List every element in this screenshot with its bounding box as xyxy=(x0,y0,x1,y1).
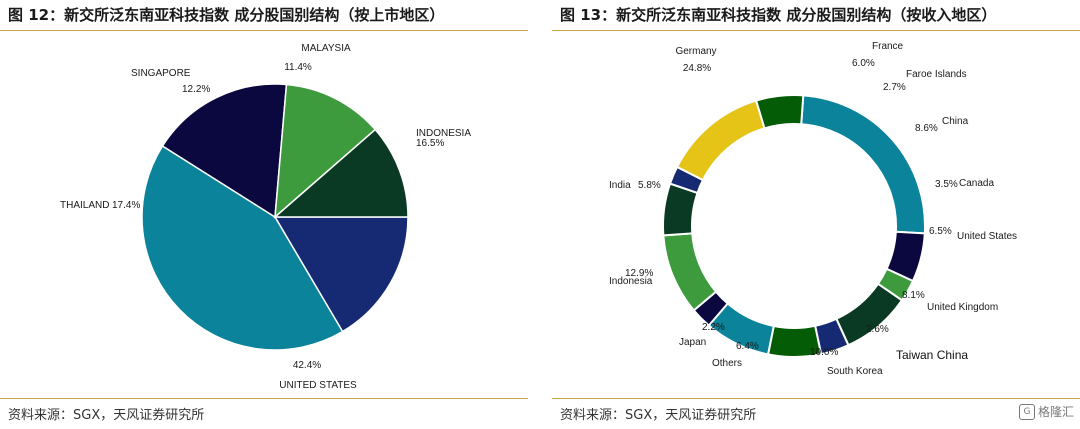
source-note: 资料来源：SGX，天风证券研究所 xyxy=(8,408,205,423)
slice-value-indonesia: 16.5% xyxy=(416,138,444,149)
segment-value-south-korea: 10.0% xyxy=(810,347,838,358)
slice-label-thailand: THAILAND xyxy=(60,200,109,211)
pie-slice-indonesia xyxy=(273,216,409,333)
slice-label-singapore: SINGAPORE xyxy=(131,68,191,79)
left-figure-panel: 图 12：新交所泛东南亚科技指数 成分股国别结构（按上市地区） INDONESI… xyxy=(0,0,528,429)
segment-value-china: 8.6% xyxy=(915,123,938,134)
segment-label-united-kingdom: United Kingdom xyxy=(927,302,998,313)
segment-label-germany: Germany xyxy=(675,46,716,57)
slice-value-malaysia: 11.4% xyxy=(284,62,312,73)
segment-value-taiwan-china: 2.6% xyxy=(866,324,889,335)
segment-label-south-korea: South Korea xyxy=(827,366,883,377)
slice-value-thailand: 17.4% xyxy=(112,200,140,211)
donut-segment-south-korea xyxy=(662,232,718,312)
segment-value-others: 6.4% xyxy=(736,341,759,352)
source-divider xyxy=(552,398,1080,399)
segment-value-indonesia: 12.9% xyxy=(625,268,653,279)
pie-slice-singapore xyxy=(274,83,377,219)
slice-label-indonesia: INDONESIA xyxy=(416,128,471,139)
segment-label-united-states: United States xyxy=(957,231,1017,242)
segment-label-faroe-islands: Faroe Islands xyxy=(906,69,967,80)
segment-value-faroe-islands: 2.7% xyxy=(883,82,906,93)
source-divider xyxy=(0,398,528,399)
pie-slice-malaysia xyxy=(272,128,409,218)
title-divider xyxy=(0,30,528,31)
segment-value-germany: 24.8% xyxy=(683,63,711,74)
pie-slice-thailand xyxy=(161,83,288,219)
segment-label-india: India xyxy=(609,180,631,191)
segment-label-others: Others xyxy=(712,358,742,369)
watermark-text: 格隆汇 xyxy=(1037,405,1074,419)
slice-value-united-states: 42.4% xyxy=(293,360,321,371)
donut-segment-germany xyxy=(800,94,926,235)
figure-12-title: 图 12：新交所泛东南亚科技指数 成分股国别结构（按上市地区） xyxy=(8,6,445,24)
pie-slice-united-states xyxy=(141,144,344,351)
watermark: G 格隆汇 xyxy=(1018,403,1074,420)
segment-label-japan: Japan xyxy=(679,337,706,348)
slice-label-malaysia: MALAYSIA xyxy=(301,43,351,54)
donut-segment-india xyxy=(754,94,805,130)
segment-label-canada: Canada xyxy=(959,178,994,189)
segment-label-france: France xyxy=(872,41,904,52)
donut-segment-china xyxy=(835,282,904,347)
donut-segment-indonesia xyxy=(675,99,766,182)
segment-label-indonesia: Indonesia xyxy=(609,276,653,287)
title-divider xyxy=(552,30,1080,31)
right-figure-panel: 图 13：新交所泛东南亚科技指数 成分股国别结构（按收入地区） Germany 2… xyxy=(552,0,1080,429)
segment-value-france: 6.0% xyxy=(852,58,875,69)
source-note: 资料来源：SGX，天风证券研究所 xyxy=(560,408,757,423)
brand-logo-icon: G xyxy=(1018,403,1035,420)
segment-value-japan: 2.2% xyxy=(702,322,725,333)
segment-value-canada: 3.5% xyxy=(935,179,958,190)
segment-label-taiwan-china: Taiwan China xyxy=(896,348,968,362)
segment-label-china: China xyxy=(942,116,969,127)
segment-value-united-states: 6.5% xyxy=(929,226,952,237)
segment-value-united-kingdom: 8.1% xyxy=(902,290,925,301)
slice-label-united-states: UNITED STATES xyxy=(279,380,357,391)
slice-value-singapore: 12.2% xyxy=(182,84,210,95)
segment-value-india: 5.8% xyxy=(638,180,661,191)
figure-13-title: 图 13：新交所泛东南亚科技指数 成分股国别结构（按收入地区） xyxy=(560,6,997,24)
